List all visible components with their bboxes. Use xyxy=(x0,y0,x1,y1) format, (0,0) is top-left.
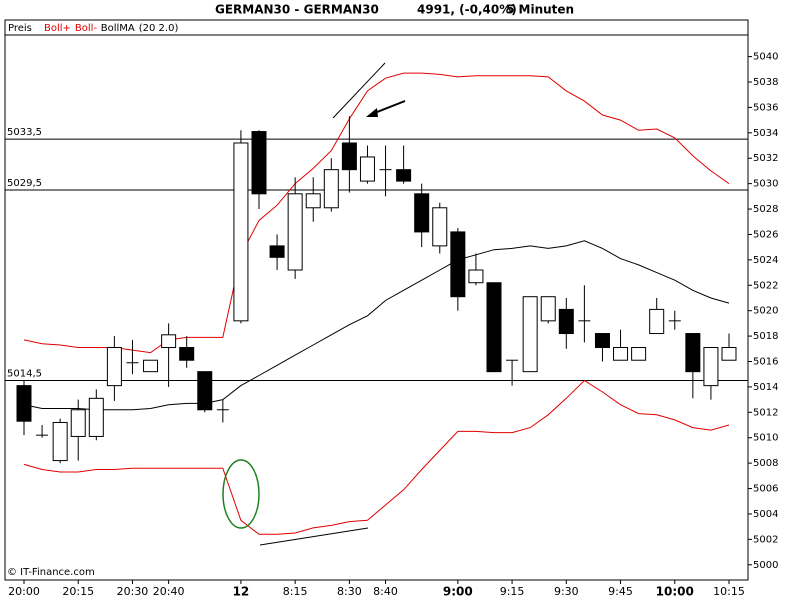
price-label: Preis xyxy=(8,23,32,34)
level-label: 5033,5 xyxy=(7,127,42,138)
y-tick-label: 5012 xyxy=(753,407,778,418)
candle-body xyxy=(143,359,159,373)
candle-body xyxy=(359,156,375,182)
candle-body xyxy=(450,231,466,298)
candle-body xyxy=(52,421,68,462)
candle-body xyxy=(594,333,610,349)
y-tick-label: 5006 xyxy=(753,484,778,495)
level-label: 5029,5 xyxy=(7,178,42,189)
arrow-head xyxy=(366,108,378,117)
candle-body xyxy=(70,409,86,437)
x-tick-label: 10:00 xyxy=(656,585,694,599)
legend-params: (20 2.0) xyxy=(139,23,179,34)
candle-body xyxy=(161,334,177,349)
candle-body xyxy=(649,308,665,335)
candle-body xyxy=(179,347,195,361)
y-tick-label: 5028 xyxy=(753,204,778,215)
indicator-line xyxy=(23,379,730,535)
drawn-ellipse xyxy=(222,459,260,529)
drawn-arrow xyxy=(371,100,406,115)
x-tick-label: 10:15 xyxy=(713,585,745,598)
y-tick-label: 5008 xyxy=(753,458,778,469)
legend-entry: Boll+ xyxy=(44,23,71,34)
y-tick-label: 5002 xyxy=(753,534,778,545)
indicator-line xyxy=(23,240,730,411)
legend: Boll+ Boll- BollMA (20 2.0) xyxy=(44,23,178,34)
candle-body xyxy=(16,385,32,422)
candle-body xyxy=(703,347,719,387)
y-tick-label: 5018 xyxy=(753,331,778,342)
candle-body xyxy=(414,193,430,233)
candle-body xyxy=(396,169,412,182)
x-tick-label: 20:15 xyxy=(62,585,94,598)
x-tick-label: 9:00 xyxy=(443,585,473,599)
candle-body xyxy=(631,347,647,361)
y-tick-label: 5016 xyxy=(753,356,778,367)
y-tick-label: 5004 xyxy=(753,509,778,520)
y-tick-label: 5030 xyxy=(753,179,778,190)
candle-body xyxy=(269,245,285,258)
candle-body xyxy=(613,347,629,361)
y-tick-label: 5034 xyxy=(753,128,778,139)
legend-entry: BollMA xyxy=(101,23,135,34)
x-tick-label: 8:15 xyxy=(283,585,308,598)
x-tick-label: 12 xyxy=(233,585,250,599)
x-tick-label: 20:00 xyxy=(8,585,40,598)
chart-title: GERMAN30 - GERMAN30 xyxy=(215,3,379,17)
y-tick-label: 5000 xyxy=(753,560,778,571)
candle-body xyxy=(251,131,267,195)
interval: 5 Minuten xyxy=(506,3,574,17)
x-tick-label: 20:40 xyxy=(153,585,185,598)
y-tick-label: 5024 xyxy=(753,255,778,266)
indicator-line xyxy=(23,72,730,354)
candle-body xyxy=(287,193,303,271)
candle-body xyxy=(486,282,502,373)
y-tick-label: 5032 xyxy=(753,153,778,164)
legend-entry: Boll- xyxy=(75,23,98,34)
candle-body xyxy=(468,269,484,284)
x-tick-label: 20:30 xyxy=(117,585,149,598)
title-row: GERMAN30 - GERMAN30 4991, (-0,40%) 5 Min… xyxy=(215,3,574,17)
drawn-line xyxy=(259,527,369,546)
candle-body xyxy=(197,371,213,411)
footer: © IT-Finance.com xyxy=(7,567,95,578)
level-label: 5014,5 xyxy=(7,369,42,380)
candle-body xyxy=(341,142,357,171)
candle-body xyxy=(323,169,339,209)
x-tick-label: 8:30 xyxy=(337,585,362,598)
y-tick-label: 5010 xyxy=(753,433,778,444)
candle-body xyxy=(88,397,104,437)
x-tick-label: 9:15 xyxy=(500,585,525,598)
candle-body xyxy=(558,308,574,335)
x-tick-label: 9:30 xyxy=(554,585,579,598)
y-tick-label: 5040 xyxy=(753,52,778,63)
candle-body xyxy=(721,347,737,361)
y-tick-label: 5036 xyxy=(753,102,778,113)
x-tick-label: 8:40 xyxy=(373,585,398,598)
candle-body xyxy=(685,333,701,373)
y-tick-label: 5014 xyxy=(753,382,778,393)
y-tick-label: 5022 xyxy=(753,280,778,291)
candle-body xyxy=(432,207,448,247)
y-tick-label: 5038 xyxy=(753,77,778,88)
candle-body xyxy=(540,296,556,322)
candle-body xyxy=(106,347,122,387)
candle-body xyxy=(305,193,321,209)
candle-body xyxy=(522,296,538,373)
x-tick-label: 9:45 xyxy=(608,585,633,598)
y-tick-label: 5026 xyxy=(753,229,778,240)
candle-body xyxy=(233,142,249,322)
y-tick-label: 5020 xyxy=(753,306,778,317)
plot-frame xyxy=(4,19,749,581)
quote: 4991, (-0,40%) xyxy=(417,3,517,17)
drawn-trendline xyxy=(332,62,386,119)
